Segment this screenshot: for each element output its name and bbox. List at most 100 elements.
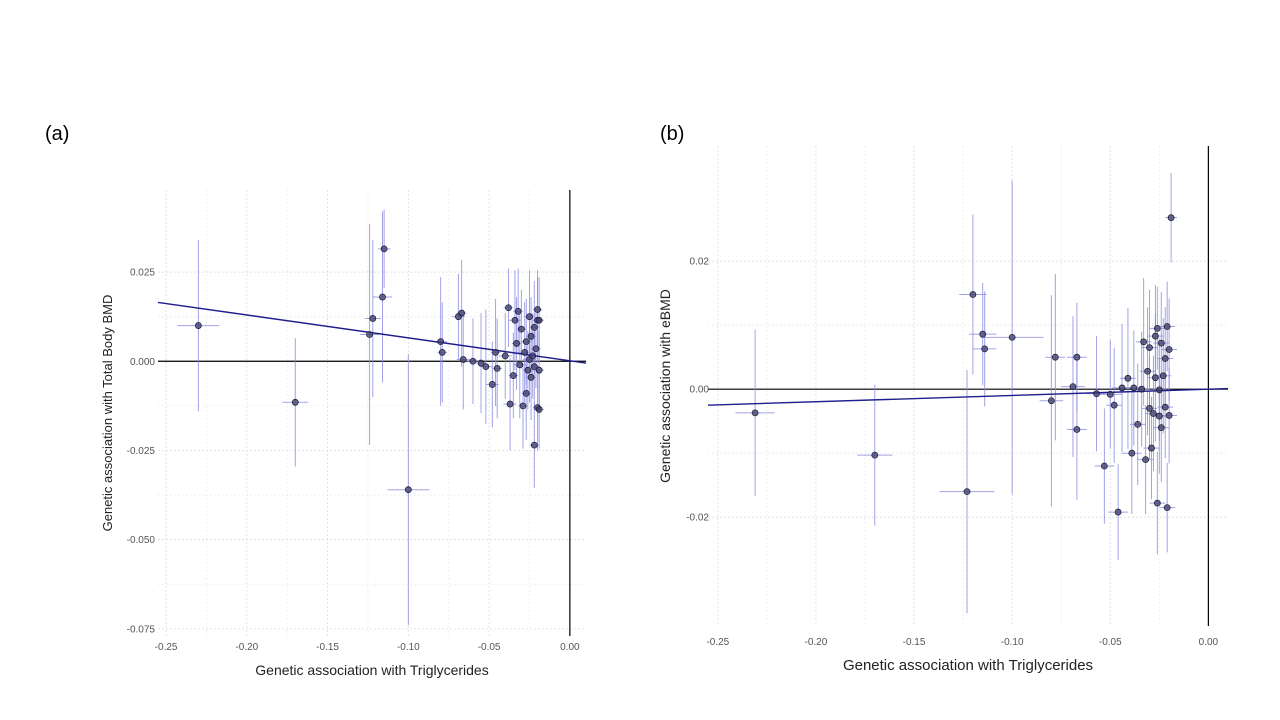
x-tick-label: -0.10 xyxy=(397,642,420,653)
data-point xyxy=(506,400,514,408)
data-point xyxy=(1069,383,1077,391)
data-point xyxy=(1051,353,1059,361)
data-point xyxy=(458,309,466,317)
data-point xyxy=(1047,397,1055,405)
data-point xyxy=(1073,353,1081,361)
y-tick-label: -0.02 xyxy=(686,513,709,524)
y-axis-title: Genetic association with Total Body BMD xyxy=(100,295,115,532)
data-point xyxy=(366,331,373,338)
data-point xyxy=(1153,324,1161,332)
data-point xyxy=(1167,214,1175,222)
data-point xyxy=(1150,410,1157,417)
data-point xyxy=(501,352,509,360)
data-point xyxy=(1093,390,1100,398)
data-point xyxy=(1124,374,1132,382)
y-tick-label: 0.00 xyxy=(690,385,710,396)
data-point xyxy=(1165,412,1173,419)
x-tick-label: -0.05 xyxy=(1099,637,1122,648)
data-point xyxy=(534,306,541,313)
data-point xyxy=(521,348,529,356)
data-point xyxy=(1155,386,1163,394)
data-point xyxy=(459,356,467,363)
data-point xyxy=(194,322,202,329)
data-point xyxy=(380,245,388,253)
data-point xyxy=(1130,384,1138,392)
data-point xyxy=(1140,338,1148,346)
x-tick-label: -0.25 xyxy=(706,637,729,648)
data-point xyxy=(488,381,496,388)
data-point xyxy=(981,345,989,353)
data-point xyxy=(535,406,543,413)
data-point xyxy=(469,357,477,365)
data-point xyxy=(1106,390,1114,398)
data-point xyxy=(1157,339,1165,347)
x-axis-title: Genetic association with Triglycerides xyxy=(255,662,488,678)
data-point xyxy=(1155,412,1163,420)
data-point xyxy=(1128,449,1136,457)
y-tick-label: 0.025 xyxy=(130,268,155,279)
data-point xyxy=(437,338,445,346)
y-tick-label: -0.025 xyxy=(127,446,156,457)
data-point xyxy=(1118,384,1126,392)
data-point xyxy=(1073,426,1081,433)
panel-label-a: (a) xyxy=(45,123,70,145)
data-point xyxy=(1159,372,1167,380)
data-point xyxy=(404,486,412,494)
data-point xyxy=(522,389,530,397)
data-point xyxy=(1100,462,1108,470)
x-tick-label: 0.00 xyxy=(1199,637,1219,648)
data-point xyxy=(969,291,977,298)
data-point xyxy=(979,330,987,338)
data-point xyxy=(1138,385,1146,393)
x-tick-label: -0.05 xyxy=(478,642,501,653)
data-point xyxy=(529,352,537,360)
data-point xyxy=(1151,332,1159,340)
data-point xyxy=(291,398,299,406)
data-point xyxy=(493,364,501,372)
data-point xyxy=(482,363,490,371)
data-point xyxy=(513,340,520,347)
data-point xyxy=(527,373,535,381)
data-point xyxy=(527,332,535,340)
data-point xyxy=(1163,504,1171,512)
data-point xyxy=(492,348,499,356)
data-point xyxy=(871,451,879,459)
data-point xyxy=(505,304,512,312)
x-axis-title: Genetic association with Triglycerides xyxy=(843,657,1093,674)
data-point xyxy=(517,325,525,333)
data-point xyxy=(1114,508,1122,516)
data-point xyxy=(1008,333,1016,341)
data-point xyxy=(532,345,540,353)
data-point xyxy=(522,338,530,346)
data-point xyxy=(1146,344,1153,352)
y-tick-label: 0.000 xyxy=(130,357,155,368)
data-point xyxy=(1157,424,1165,432)
panel-label-b: (b) xyxy=(660,123,685,145)
y-tick-label: -0.050 xyxy=(127,535,156,546)
data-point xyxy=(530,441,538,449)
data-point xyxy=(514,307,522,315)
data-point xyxy=(963,488,971,496)
x-tick-label: -0.25 xyxy=(155,642,178,653)
data-point xyxy=(477,359,485,367)
data-point xyxy=(516,361,524,369)
data-point xyxy=(379,293,386,301)
data-point xyxy=(509,372,517,379)
data-point xyxy=(1148,444,1155,452)
data-point xyxy=(1144,367,1151,375)
data-point xyxy=(1163,323,1171,330)
x-tick-label: 0.00 xyxy=(560,642,580,653)
y-axis-title: Genetic association with eBMD xyxy=(657,289,673,483)
data-point xyxy=(526,313,533,321)
data-point xyxy=(1142,456,1149,464)
data-point xyxy=(1161,355,1169,362)
data-point xyxy=(1165,346,1173,353)
data-point xyxy=(530,323,538,331)
x-tick-label: -0.10 xyxy=(1001,637,1024,648)
y-tick-label: -0.075 xyxy=(127,624,156,635)
data-point xyxy=(519,402,527,410)
x-tick-label: -0.20 xyxy=(235,642,258,653)
y-tick-label: 0.02 xyxy=(690,257,710,268)
data-point xyxy=(535,316,543,324)
